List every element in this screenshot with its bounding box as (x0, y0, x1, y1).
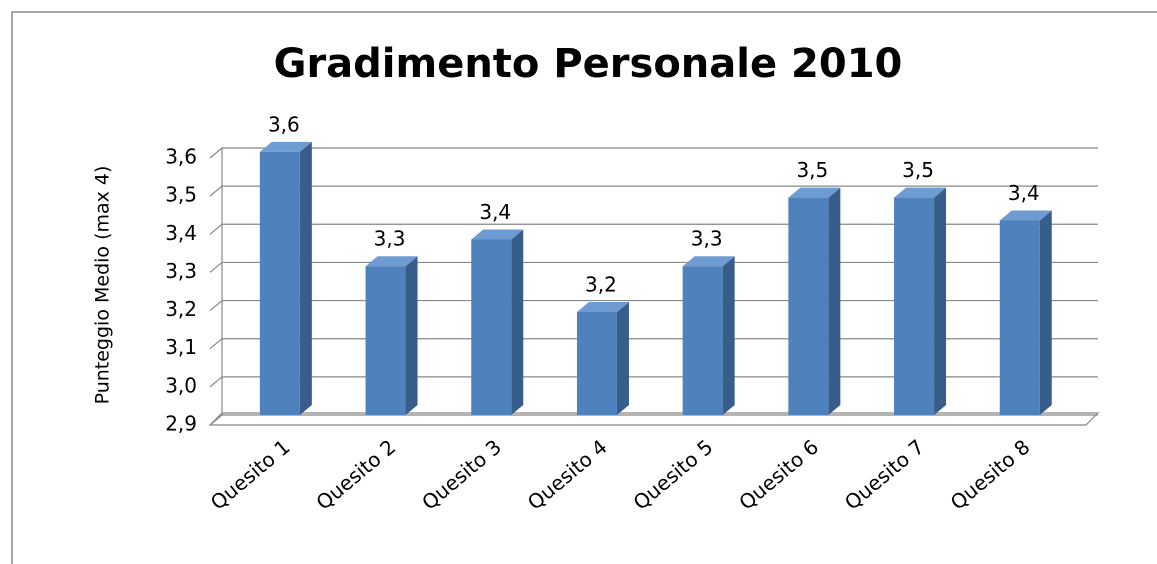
bar-side (511, 229, 524, 415)
data-label: 3,3 (374, 227, 406, 251)
bar-front (682, 266, 723, 415)
y-tick-label: 2,9 (165, 412, 197, 436)
grid-line (209, 338, 1098, 350)
data-label: 3,2 (585, 273, 617, 297)
bar-top (682, 256, 735, 267)
bar-front (576, 312, 617, 415)
data-label: 3,4 (1008, 181, 1040, 205)
bar-top (788, 187, 841, 198)
grid-line (209, 223, 1098, 235)
bar-top (259, 141, 312, 152)
bar-top (999, 210, 1052, 221)
y-tick-label: 3,5 (165, 183, 197, 207)
bar (788, 187, 841, 415)
bar-top (471, 229, 524, 240)
x-tick-label: Quesito 2 (311, 435, 400, 515)
grid-line (209, 261, 1098, 273)
x-tick-label: Quesito 1 (206, 435, 295, 515)
data-label: 3,5 (796, 158, 828, 182)
x-tick-label: Quesito 8 (946, 435, 1035, 515)
bar-front (471, 239, 512, 415)
data-label: 3,6 (268, 112, 300, 136)
y-tick-label: 3,6 (165, 145, 197, 169)
bar (365, 256, 418, 415)
floor (208, 412, 1100, 426)
bar-top (365, 256, 418, 267)
bar-side (616, 302, 629, 415)
y-tick-label: 3,1 (165, 335, 197, 359)
grid-line (209, 299, 1098, 312)
bar-front (365, 266, 406, 415)
y-tick-label: 3,0 (165, 373, 197, 397)
bar-side (1039, 210, 1052, 415)
bar (682, 256, 735, 415)
x-tick-label: Quesito 4 (523, 435, 612, 515)
data-label: 3,3 (691, 227, 723, 251)
y-tick-label: 3,2 (165, 297, 197, 321)
data-label: 3,5 (902, 158, 934, 182)
bar-top (576, 302, 629, 313)
bar-side (934, 187, 947, 415)
bar (259, 141, 312, 416)
bar-front (259, 151, 300, 416)
bar-side (722, 256, 735, 415)
y-tick-label: 3,3 (165, 259, 197, 283)
bar-front (788, 197, 829, 415)
x-tick-label: Quesito 7 (840, 435, 929, 515)
grid-line (209, 185, 1098, 197)
x-tick-label: Quesito 5 (629, 435, 718, 515)
x-tick-label: Quesito 3 (417, 435, 506, 515)
data-label: 3,4 (479, 200, 511, 224)
bar (999, 210, 1052, 415)
bar-front (894, 197, 935, 415)
x-tick-label: Quesito 6 (734, 435, 823, 515)
y-tick-label: 3,4 (165, 221, 197, 245)
bar-side (299, 141, 312, 416)
grid-line (209, 376, 1098, 388)
y-axis-label: Punteggio Medio (max 4) (92, 166, 114, 405)
grid-line (209, 414, 1098, 426)
bar-front (999, 220, 1040, 415)
chart-title: Gradimento Personale 2010 (274, 41, 903, 87)
bar (576, 302, 629, 415)
frame (11, 11, 1157, 564)
bar (471, 229, 524, 415)
bar-top (894, 187, 947, 198)
bar (894, 187, 947, 415)
grid-line (209, 147, 1098, 159)
bar-side (405, 256, 418, 415)
bar-side (828, 187, 841, 415)
